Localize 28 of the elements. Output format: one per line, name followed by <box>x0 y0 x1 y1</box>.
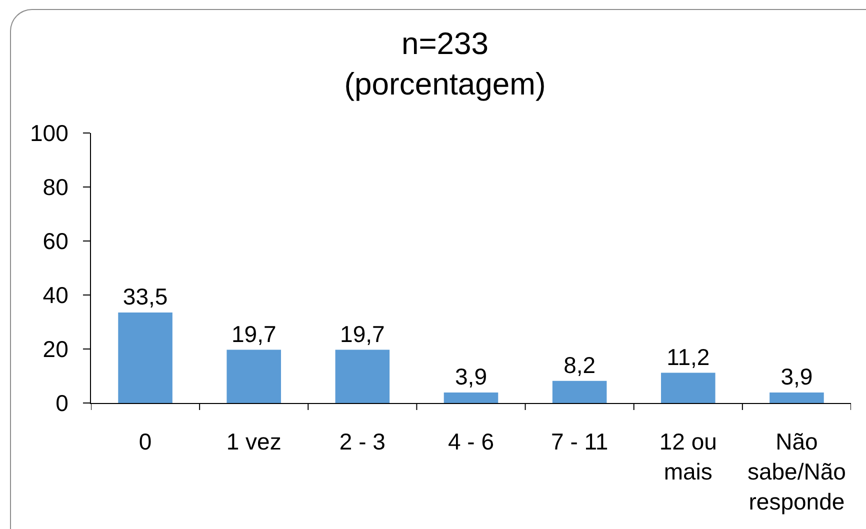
bar <box>552 380 607 403</box>
bar <box>335 350 390 403</box>
data-label: 3,9 <box>780 363 813 390</box>
data-label: 3,9 <box>455 363 487 390</box>
y-tick-label: 0 <box>56 390 68 416</box>
x-tick-label: 2 - 3 <box>339 428 386 455</box>
bar <box>661 372 716 403</box>
x-tick-label: 12 ou mais <box>659 428 717 484</box>
y-tick-label: 100 <box>30 120 68 146</box>
y-tick-label: 20 <box>42 336 68 362</box>
bar <box>226 350 281 403</box>
data-label: 19,7 <box>340 320 385 347</box>
x-tick-label: 1 vez <box>226 428 282 455</box>
x-tick-label: Não sabe/Não responde <box>747 428 846 514</box>
bar <box>444 392 498 403</box>
chart-title: n=233 (porcentagem) <box>344 26 546 102</box>
data-label: 33,5 <box>122 284 168 310</box>
x-tick-label: 7 - 11 <box>551 428 608 455</box>
y-tick-label: 60 <box>42 228 68 254</box>
data-label: 19,7 <box>231 320 276 347</box>
bar <box>770 392 824 403</box>
y-tick-label: 40 <box>42 282 68 308</box>
bar <box>118 312 172 403</box>
x-tick-label: 4 - 6 <box>448 428 494 455</box>
data-label: 11,2 <box>666 344 710 370</box>
x-tick-label: 0 <box>138 428 152 455</box>
y-tick-label: 80 <box>42 174 68 200</box>
data-label: 8,2 <box>564 352 596 378</box>
